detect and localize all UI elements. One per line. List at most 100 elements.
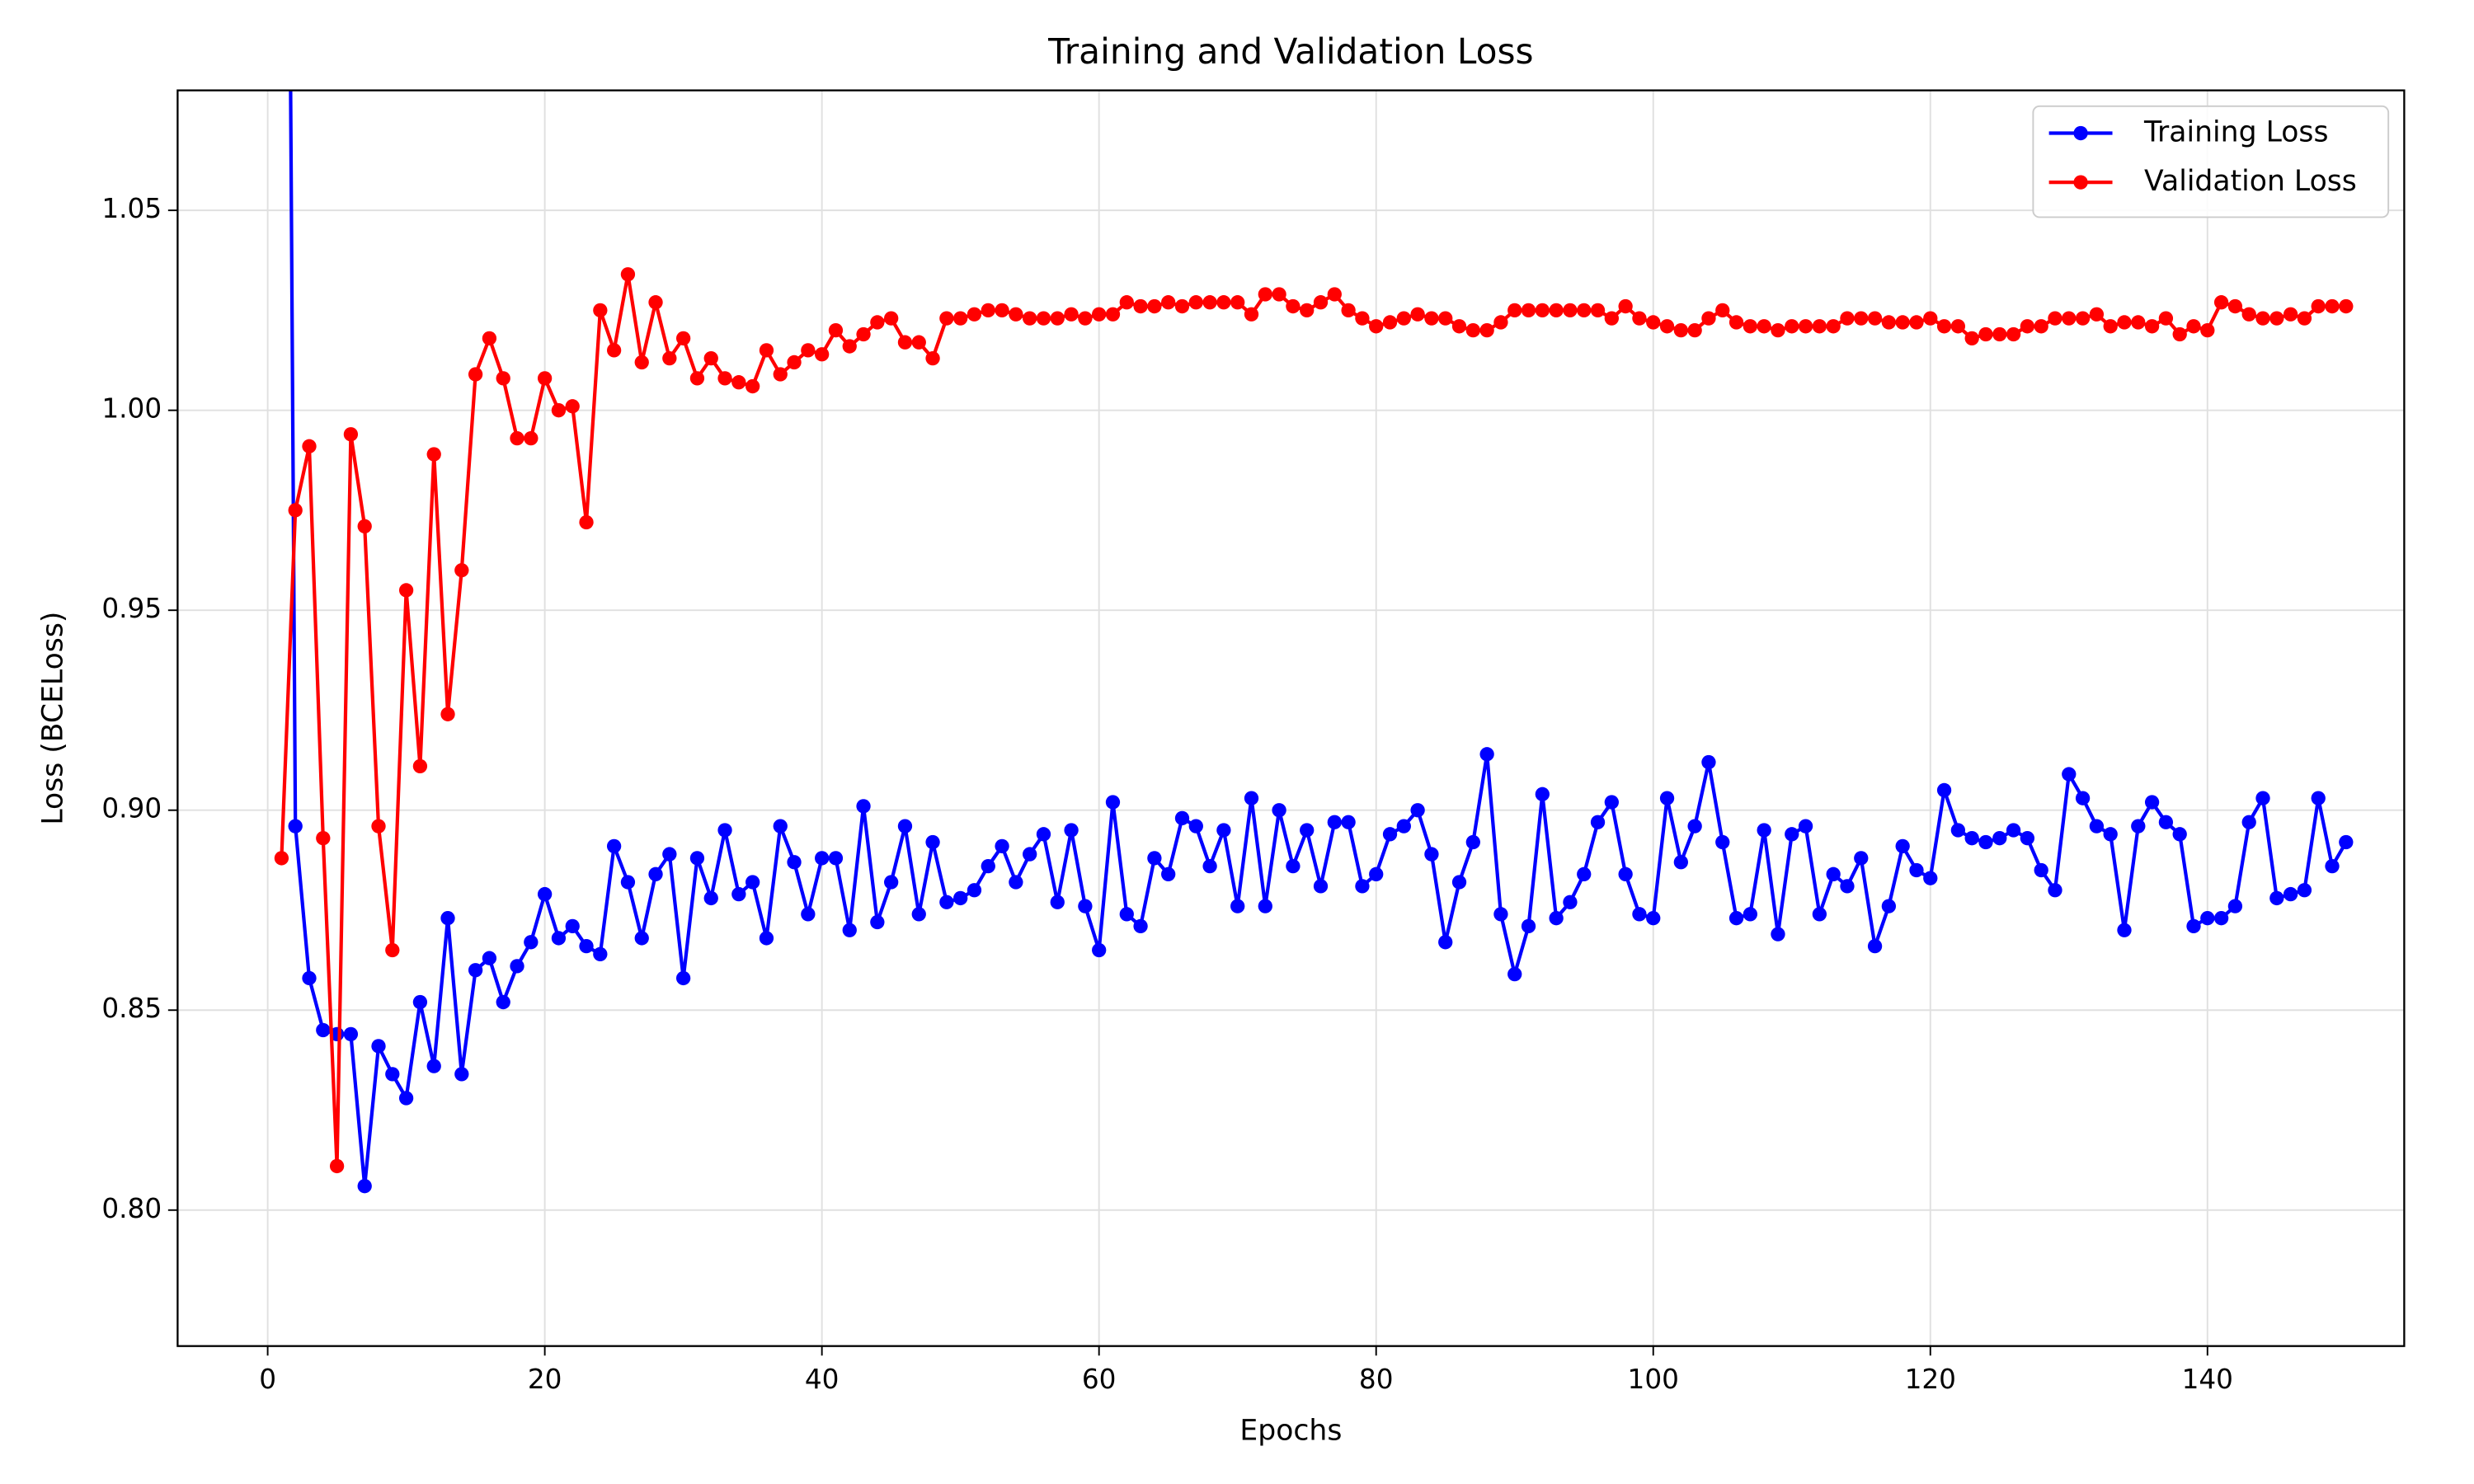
point [593, 303, 608, 318]
point [828, 851, 844, 866]
point [1577, 303, 1592, 318]
point [995, 838, 1009, 854]
point [2325, 298, 2340, 314]
point [1604, 795, 1619, 810]
series [274, 267, 2354, 1174]
point [981, 858, 995, 874]
point [648, 295, 663, 310]
point [2006, 326, 2021, 342]
x-tick-label: 80 [1359, 1364, 1394, 1395]
point [1174, 298, 1190, 314]
point [1895, 315, 1910, 330]
point [1659, 791, 1675, 805]
point [1133, 298, 1148, 314]
point [440, 707, 455, 721]
point [911, 335, 926, 350]
x-tick-label: 140 [2182, 1364, 2233, 1395]
point [1881, 899, 1897, 913]
point [2297, 883, 2312, 898]
point [1715, 303, 1730, 318]
point [1313, 879, 1329, 894]
point [1507, 303, 1522, 318]
point [1009, 875, 1023, 890]
y-tick-label: 0.80 [101, 1193, 162, 1224]
point [2241, 307, 2256, 322]
point [2144, 795, 2160, 810]
point [1659, 319, 1675, 334]
point [675, 970, 691, 986]
point [1867, 311, 1883, 326]
point [2062, 311, 2077, 326]
point [2339, 834, 2354, 850]
point [1078, 311, 1093, 326]
point [1785, 319, 1799, 334]
point [842, 339, 857, 354]
point [939, 311, 954, 326]
point [1230, 295, 1245, 310]
point [524, 935, 539, 950]
point [468, 367, 483, 382]
point [440, 911, 455, 926]
point [1465, 834, 1480, 850]
point [1812, 907, 1827, 922]
point [1036, 827, 1051, 842]
point [2200, 911, 2215, 926]
point [606, 343, 622, 358]
point [1479, 322, 1494, 338]
point [1798, 819, 1813, 834]
point [2200, 322, 2215, 338]
point [1369, 866, 1384, 881]
point [1964, 831, 1979, 846]
point [1798, 319, 1813, 334]
plot-frame [176, 89, 2406, 1347]
point [482, 331, 497, 346]
point [1673, 855, 1689, 870]
point [1701, 754, 1716, 770]
point [454, 1067, 469, 1082]
point [1826, 319, 1841, 334]
point [1327, 287, 1342, 302]
point [897, 819, 913, 834]
point [2269, 890, 2284, 906]
point [1327, 815, 1342, 829]
chart-title: Training and Validation Loss [1047, 31, 1533, 72]
point [1964, 331, 1979, 346]
point [1687, 819, 1702, 834]
point [773, 819, 788, 834]
point [995, 303, 1009, 318]
point [2269, 311, 2284, 326]
point [953, 890, 968, 906]
point [1854, 851, 1869, 866]
point [787, 855, 802, 870]
point [1174, 810, 1190, 826]
point [1743, 907, 1758, 922]
point [842, 923, 857, 937]
point [1521, 303, 1536, 318]
point [2117, 315, 2132, 330]
point [1507, 966, 1522, 982]
point [815, 851, 830, 866]
x-tick-label: 60 [1082, 1364, 1117, 1395]
point [2283, 307, 2298, 322]
point [2117, 923, 2132, 937]
point [1465, 322, 1480, 338]
point [953, 311, 968, 326]
point [925, 834, 940, 850]
point [398, 1091, 414, 1106]
point [1590, 815, 1606, 829]
point [1978, 326, 1993, 342]
point [371, 819, 386, 834]
point [1549, 303, 1564, 318]
point [579, 514, 594, 530]
point [357, 1179, 372, 1194]
y-axis-label: Loss (BCELoss) [36, 612, 69, 825]
point [1451, 875, 1467, 890]
point [1410, 803, 1425, 818]
point [1396, 819, 1411, 834]
point [343, 1026, 359, 1042]
point [2213, 295, 2229, 310]
point [426, 1059, 441, 1073]
point [1313, 295, 1329, 310]
point [2227, 298, 2243, 314]
point [1646, 911, 1661, 926]
